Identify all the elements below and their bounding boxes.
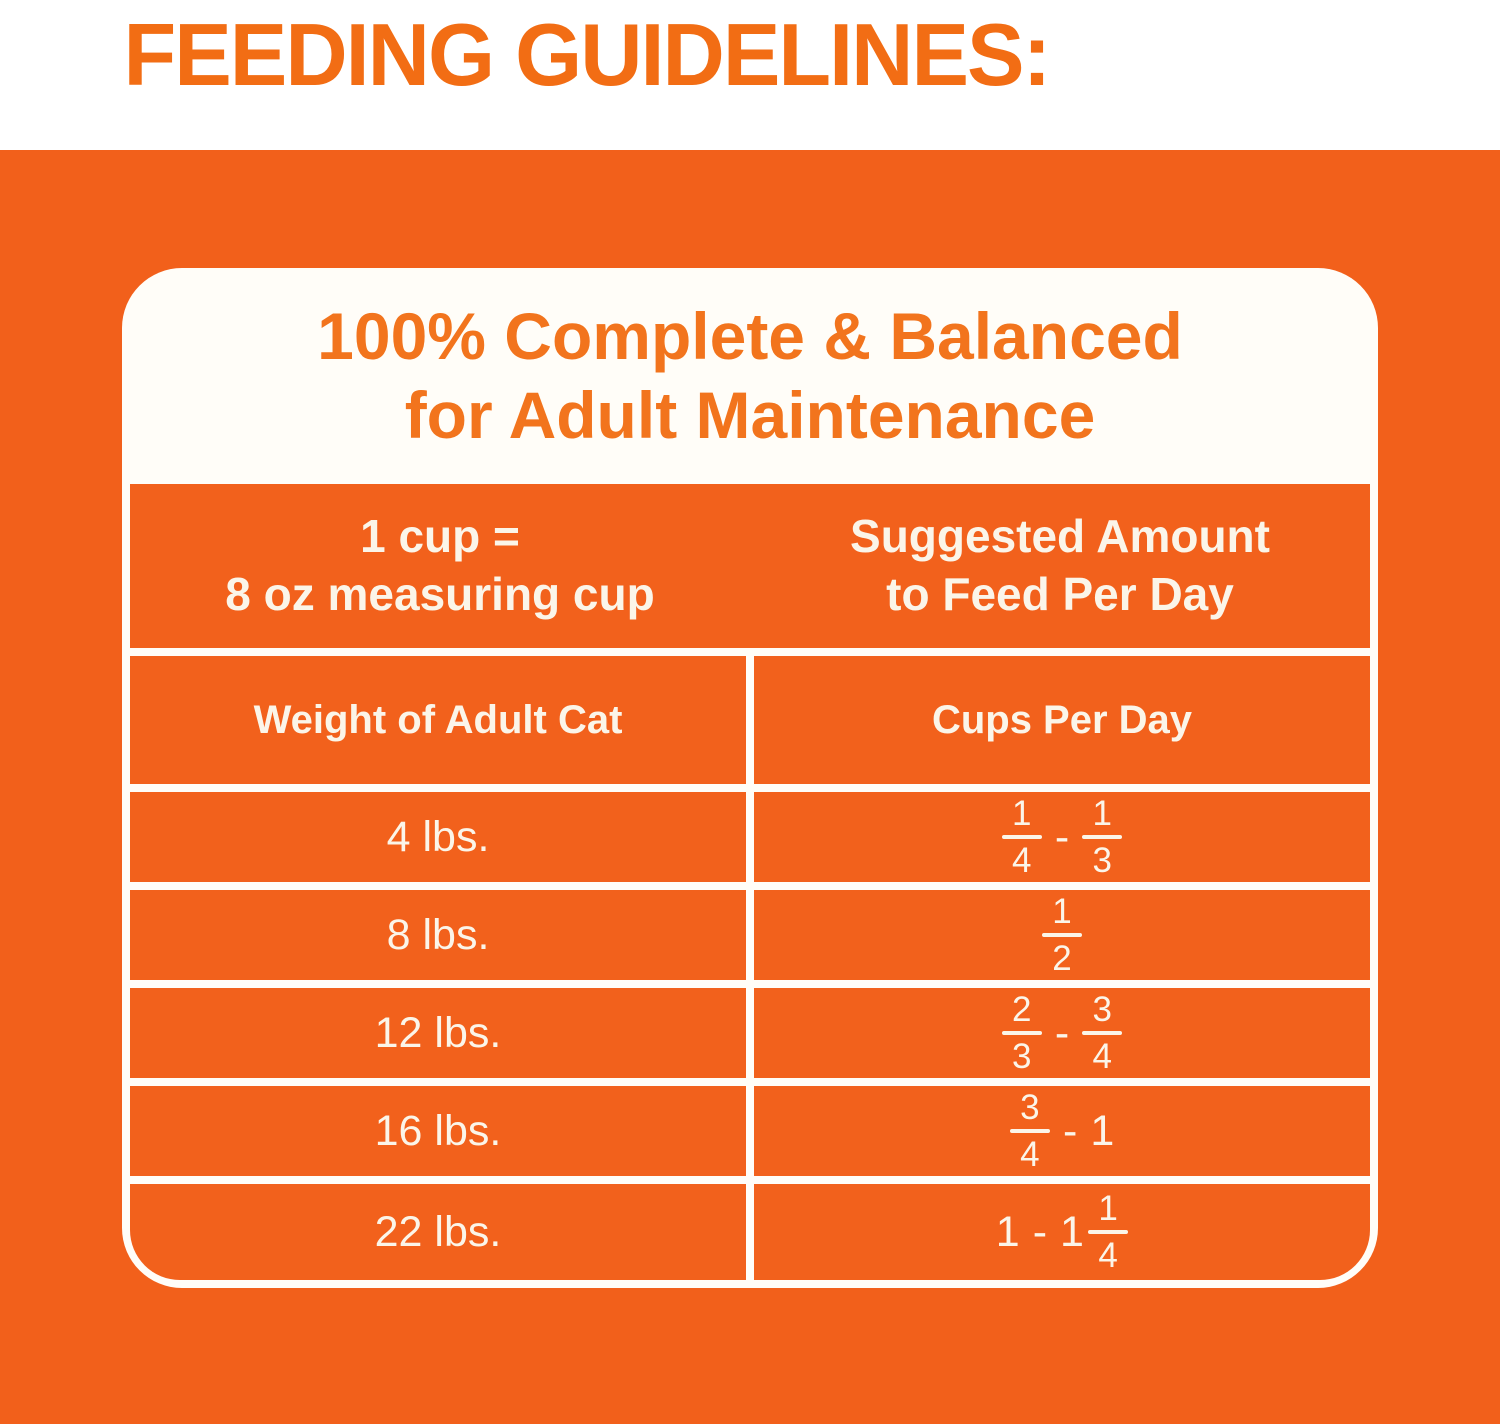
fraction-bar [1082,835,1123,839]
weight-cell: 12 lbs. [130,988,746,1078]
fraction-numerator: 1 [1098,1189,1118,1228]
amount-text: - [1063,1106,1078,1155]
header-measure-line1: 1 cup = [360,510,520,563]
weight-cell: 16 lbs. [130,1086,746,1176]
fraction-denominator: 4 [1098,1236,1118,1275]
fraction-denominator: 4 [1020,1135,1040,1174]
fraction-bar [1001,1031,1042,1035]
amount-text: 1 [1090,1106,1115,1155]
amount-text: - [1054,812,1070,861]
page-title: FEEDING GUIDELINES: [123,5,1051,104]
fraction-denominator: 3 [1092,841,1113,880]
fraction-numerator: 1 [1052,892,1072,931]
header-amount-line1: Suggested Amount [850,510,1270,563]
card-title-line2: for Adult Maintenance [404,378,1096,452]
amount-text: - [1032,1207,1048,1256]
fraction-numerator: 3 [1092,990,1113,1029]
table-header-row: 1 cup = 8 oz measuring cup Suggested Amo… [130,484,1370,648]
fraction-denominator: 4 [1011,841,1032,880]
fraction-bar [1041,933,1083,937]
header-cell-amount: Suggested Amount to Feed Per Day [750,484,1370,648]
amount-text: 1 [995,1207,1020,1256]
subheader-weight: Weight of Adult Cat [130,656,746,784]
weight-cell: 8 lbs. [130,890,746,980]
fraction-bar [1009,1129,1050,1133]
amount-text: - [1054,1008,1070,1057]
card-title: 100% Complete & Balanced for Adult Maint… [130,268,1370,484]
card-title-line1: 100% Complete & Balanced [317,298,1183,373]
fraction-numerator: 1 [1092,794,1113,833]
guidelines-card: 100% Complete & Balanced for Adult Maint… [122,268,1378,1288]
fraction-denominator: 4 [1092,1037,1113,1076]
orange-panel: 100% Complete & Balanced for Adult Maint… [0,150,1500,1424]
header-measure-line2: 8 oz measuring cup [225,568,655,620]
fraction-bar [1001,835,1042,839]
fraction-denominator: 2 [1052,939,1072,978]
fraction-numerator: 3 [1020,1088,1040,1127]
fraction-bar [1087,1230,1129,1234]
fraction-numerator: 1 [1011,794,1032,833]
weight-cell: 22 lbs. [130,1184,746,1280]
header-cell-measure: 1 cup = 8 oz measuring cup [130,484,750,648]
header-amount-line2: to Feed Per Day [886,568,1234,620]
fraction-bar [1082,1031,1123,1035]
subheader-cups: Cups Per Day [754,656,1370,784]
weight-cell: 4 lbs. [130,792,746,882]
top-white-strip: FEEDING GUIDELINES: [0,0,1500,150]
fraction-denominator: 3 [1011,1037,1032,1076]
table-subheader-row: Weight of Adult Cat Cups Per Day [130,656,1370,784]
mixed-whole: 1 [1060,1207,1084,1256]
fraction-numerator: 2 [1011,990,1032,1029]
